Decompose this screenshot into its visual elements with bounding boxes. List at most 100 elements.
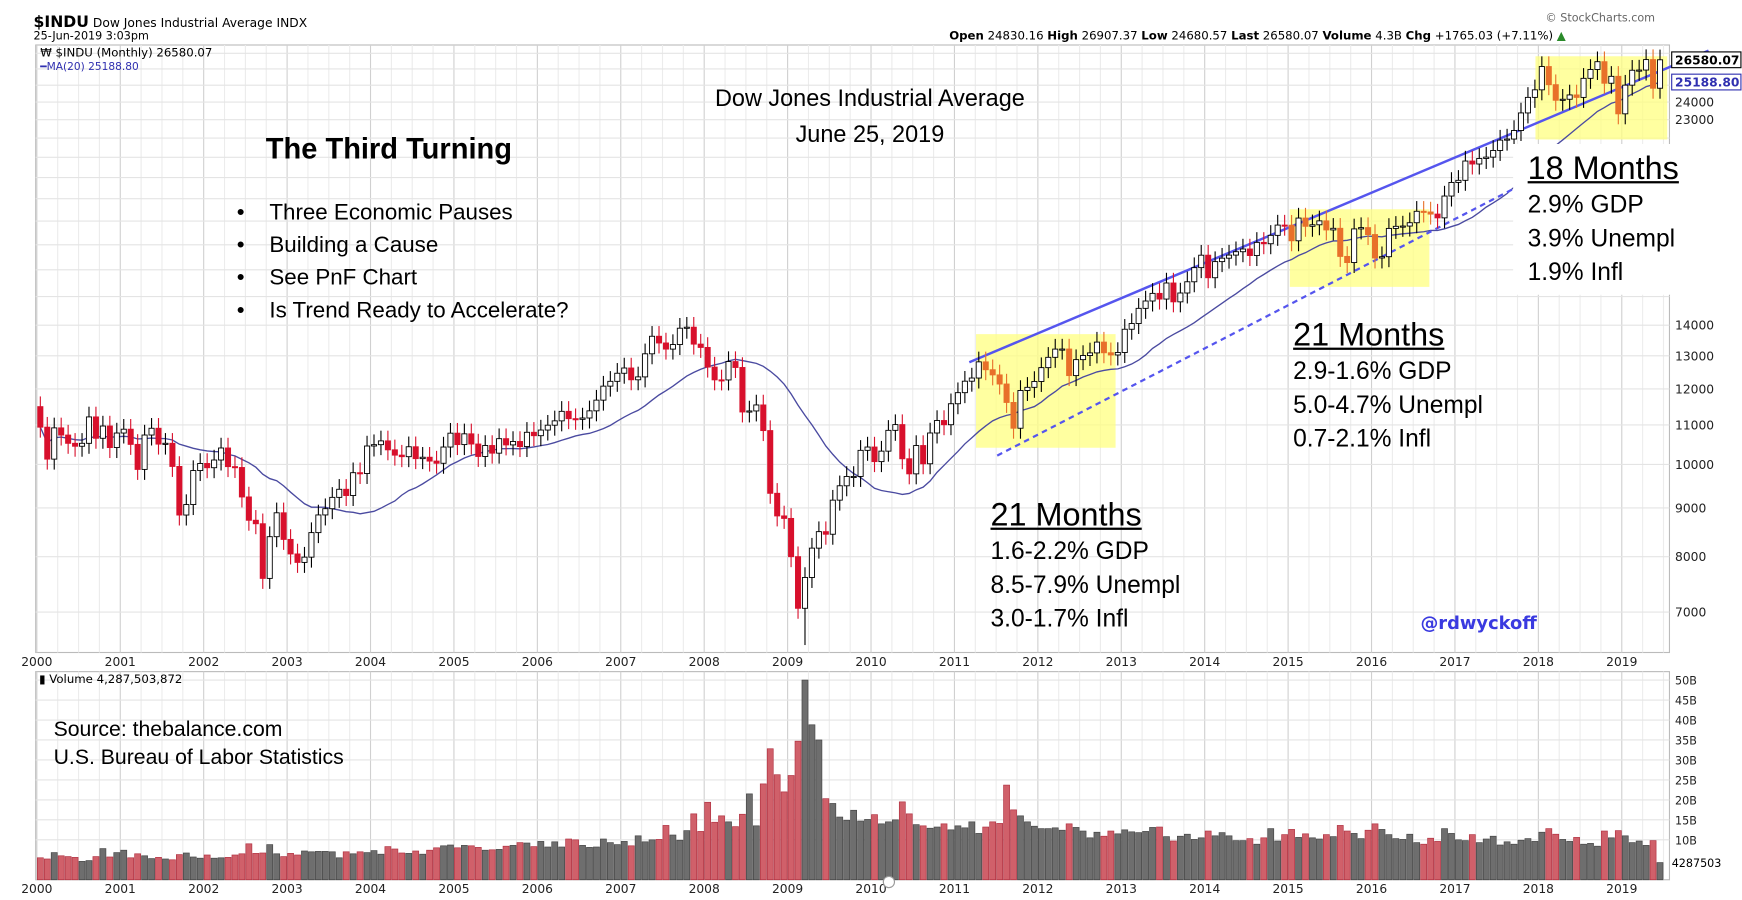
volume-bar	[766, 748, 774, 881]
candle-body	[600, 385, 607, 401]
candle-body	[593, 399, 600, 412]
candle-body	[864, 446, 871, 451]
volume-bar	[954, 825, 962, 881]
pause2-annotation: 21 Months 2.9-1.6% GDP 5.0-4.7% Unempl 0…	[1293, 317, 1483, 453]
candle-body	[607, 380, 614, 387]
candle-body	[1114, 352, 1121, 356]
volume-bar	[301, 850, 308, 881]
volume-bar	[634, 835, 642, 881]
candle-body	[127, 428, 134, 445]
volume-bar	[1274, 840, 1282, 881]
candle-body	[530, 431, 537, 437]
volume-bar	[530, 846, 538, 881]
candle-body	[628, 367, 635, 381]
volume-bar	[1302, 833, 1309, 881]
candle-body	[1434, 213, 1441, 219]
candle-body	[503, 438, 510, 446]
candle-body	[1142, 300, 1149, 309]
volume-bar	[113, 852, 121, 881]
candle-body	[857, 449, 864, 477]
volume-legend: ▮ Volume 4,287,503,872	[39, 672, 183, 687]
candle-body	[1455, 179, 1462, 183]
volume-bar	[1031, 825, 1038, 881]
candle-body	[822, 531, 829, 535]
candle-body	[266, 536, 273, 579]
volume-bar	[1455, 839, 1462, 881]
volume-bar	[1496, 844, 1504, 881]
candle-body	[370, 444, 378, 447]
volume-bar	[905, 813, 913, 881]
candle-body	[1184, 281, 1191, 294]
volume-bar	[370, 850, 378, 881]
candle-body	[1427, 211, 1434, 215]
last-price-tag-box	[1671, 51, 1742, 69]
volume-bar	[1121, 829, 1129, 881]
volume-bar	[342, 851, 350, 881]
pause1-annotation: 21 Months 1.6-2.2% GDP 8.5-7.9% Unempl 3…	[990, 497, 1181, 633]
candle-body	[183, 504, 190, 516]
volume-bar	[245, 843, 253, 881]
volume-bar	[1420, 843, 1428, 881]
candle-body	[906, 458, 913, 475]
volume-bar	[586, 847, 593, 881]
candle-body	[920, 445, 927, 465]
candle-body	[1399, 225, 1406, 228]
volume-bar	[1093, 831, 1101, 881]
volume-bar	[704, 801, 712, 881]
volume-bar	[1601, 830, 1608, 881]
candle-body	[99, 425, 106, 439]
candle-body	[1239, 248, 1246, 253]
volume-bar	[287, 853, 294, 881]
volume-bar	[1580, 843, 1587, 881]
volume-bar	[1336, 825, 1344, 881]
candle-body	[579, 417, 586, 420]
candle-body	[1545, 66, 1552, 86]
scroll-handle[interactable]	[882, 875, 896, 889]
x-tick-label: 2004	[355, 882, 386, 896]
candle-body	[781, 515, 788, 519]
candle-body	[989, 369, 996, 376]
candle-body	[231, 466, 238, 469]
exchange: INDX	[276, 15, 308, 31]
candle-body	[788, 517, 795, 558]
bullet-item: • Is Trend Ready to Accelerate?	[236, 298, 569, 323]
volume-bar	[266, 844, 274, 881]
volume-bar	[1587, 843, 1594, 881]
candle-body	[1636, 69, 1643, 72]
volume-bar	[600, 838, 607, 881]
volume-bar	[1128, 831, 1136, 881]
line-icon: ━	[40, 60, 47, 74]
x-tick-label: 2014	[1189, 882, 1220, 896]
volume-bar	[690, 813, 698, 881]
candle-body	[1371, 234, 1379, 259]
volume-bar	[1197, 837, 1205, 881]
volume-bar	[662, 825, 670, 881]
center-date: June 25, 2019	[795, 121, 945, 148]
candle-body	[850, 475, 857, 479]
candle-body	[280, 512, 287, 540]
volume-bar	[829, 803, 837, 881]
candle-body	[238, 467, 245, 498]
x-tick-label: 2006	[522, 882, 553, 896]
candle-body	[934, 420, 941, 434]
volume-bar	[1427, 837, 1434, 881]
quote-bar: Open 24830.16 High 26907.37 Low 24680.57…	[949, 29, 1566, 43]
volume-bar	[356, 851, 364, 881]
volume-bar	[78, 861, 86, 881]
volume-tick-label: 40B	[1675, 714, 1697, 727]
volume-bar	[572, 839, 579, 881]
volume-bar	[1072, 827, 1080, 881]
volume-bar	[398, 852, 406, 881]
x-tick-label: 2011	[939, 655, 970, 669]
candle-body	[1330, 227, 1337, 231]
candle-body	[1274, 224, 1281, 236]
volume-bar	[71, 857, 79, 881]
candle-body	[1128, 323, 1135, 330]
volume-bar	[752, 825, 760, 881]
volume-bar	[1399, 839, 1407, 881]
volume-bar	[606, 842, 614, 881]
x-tick-label: 2010	[855, 655, 886, 669]
candle-body	[1219, 257, 1226, 263]
volume-bar	[461, 845, 468, 881]
candle-body	[760, 404, 767, 432]
